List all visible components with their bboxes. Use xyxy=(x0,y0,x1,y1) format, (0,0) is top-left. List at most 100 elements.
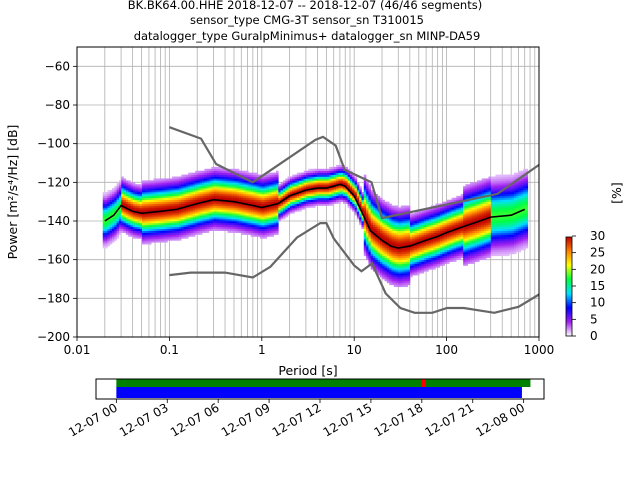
density-cell xyxy=(377,255,381,259)
density-cell xyxy=(167,238,171,241)
density-cell xyxy=(308,182,311,185)
density-cell xyxy=(111,238,115,241)
density-cell xyxy=(472,188,475,191)
density-cell xyxy=(116,201,120,204)
density-cell xyxy=(472,230,475,233)
density-cell xyxy=(319,178,323,181)
density-cell xyxy=(276,222,279,226)
density-cell xyxy=(229,193,233,197)
density-cell xyxy=(155,230,159,233)
density-cell xyxy=(137,205,141,208)
density-cell xyxy=(236,219,240,222)
density-cell xyxy=(264,193,268,197)
density-cell xyxy=(259,190,263,193)
density-cell xyxy=(252,222,256,226)
density-cell xyxy=(107,238,110,241)
density-cell xyxy=(363,186,367,189)
density-cell xyxy=(463,186,466,189)
density-cell xyxy=(255,195,258,199)
density-cell xyxy=(160,184,164,187)
density-cell xyxy=(326,197,330,201)
density-cell xyxy=(190,180,194,183)
density-cell xyxy=(324,172,328,175)
density-cell xyxy=(449,222,452,226)
density-cell xyxy=(239,199,242,202)
density-cell xyxy=(155,184,159,187)
density-cell xyxy=(393,279,397,282)
density-cell xyxy=(470,232,473,235)
density-cell xyxy=(118,215,122,218)
density-cell xyxy=(361,205,365,208)
density-cell xyxy=(319,192,323,195)
density-cell xyxy=(178,190,182,193)
density-cell xyxy=(211,209,214,212)
density-cell xyxy=(435,246,439,249)
density-cell xyxy=(183,222,187,226)
density-cell xyxy=(333,168,337,172)
density-cell xyxy=(472,222,475,226)
density-cell xyxy=(118,207,122,210)
density-cell xyxy=(338,164,341,168)
density-cell xyxy=(292,197,295,201)
density-cell xyxy=(276,180,279,183)
density-cell xyxy=(252,190,256,193)
density-cell xyxy=(116,211,120,214)
density-cell xyxy=(403,215,406,218)
density-cell xyxy=(322,182,325,185)
density-cell xyxy=(259,188,263,191)
density-cell xyxy=(105,246,108,249)
density-cell xyxy=(188,188,191,191)
density-cell xyxy=(181,201,184,204)
density-cell xyxy=(276,197,279,201)
density-cell xyxy=(102,230,106,233)
density-cell xyxy=(345,184,348,187)
density-cell xyxy=(449,236,452,239)
density-cell xyxy=(463,193,466,197)
density-cell xyxy=(178,197,182,201)
density-cell xyxy=(391,240,395,243)
density-cell xyxy=(239,230,242,233)
density-cell xyxy=(215,219,219,222)
density-cell xyxy=(239,209,242,212)
density-cell xyxy=(250,222,254,226)
density-cell xyxy=(382,275,385,278)
density-cell xyxy=(188,190,191,193)
density-cell xyxy=(250,174,254,177)
density-cell xyxy=(153,230,157,233)
density-cell xyxy=(245,170,249,173)
density-cell xyxy=(174,209,177,212)
density-cell xyxy=(412,257,415,260)
density-cell xyxy=(192,221,196,224)
title-line-1: BK.BK64.00.HHE 2018-12-07 -- 2018-12-07 … xyxy=(128,0,482,12)
density-cell xyxy=(398,248,402,251)
density-cell xyxy=(269,174,272,177)
density-cell xyxy=(273,224,277,228)
density-cell xyxy=(190,195,194,199)
density-cell xyxy=(391,213,395,216)
density-cell xyxy=(465,232,469,235)
density-cell xyxy=(107,219,110,222)
density-cell xyxy=(384,246,388,249)
density-cell xyxy=(423,246,427,249)
density-cell xyxy=(269,172,272,175)
density-cell xyxy=(366,182,369,185)
density-cell xyxy=(363,224,367,228)
density-cell xyxy=(294,209,298,212)
density-cell xyxy=(336,172,339,175)
density-cell xyxy=(188,182,191,185)
density-cell xyxy=(125,201,129,204)
density-cell xyxy=(342,176,346,179)
density-cell xyxy=(333,192,337,195)
density-cell xyxy=(428,257,432,260)
density-cell xyxy=(162,190,166,193)
density-cell xyxy=(204,217,208,220)
density-cell xyxy=(368,184,372,187)
density-cell xyxy=(225,217,228,220)
density-cell xyxy=(211,168,214,172)
density-cell xyxy=(338,180,341,183)
density-cell xyxy=(160,224,164,228)
density-cell xyxy=(446,199,450,202)
density-cell xyxy=(276,211,279,214)
density-cell xyxy=(349,188,353,191)
density-cell xyxy=(204,222,208,226)
